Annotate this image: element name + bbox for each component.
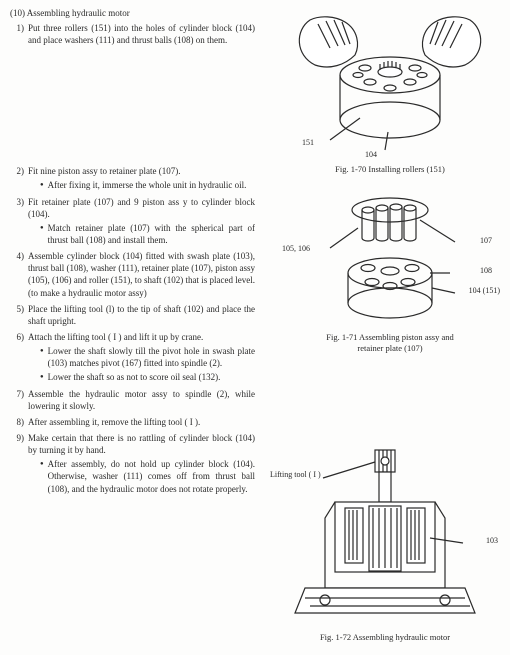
step-num: 4) [10,250,28,299]
step-6: 6)Attach the lifting tool ( I ) and lift… [10,331,255,384]
step-bullet: After fixing it, immerse the whole unit … [28,179,255,191]
step-body: Assemble cylinder block (104) fitted wit… [28,250,255,299]
step-4: 4)Assemble cylinder block (104) fitted w… [10,250,255,299]
step-text: Fit nine piston assy to retainer plate (… [28,165,255,177]
step-8: 8)After assembling it, remove the liftin… [10,416,255,428]
callout-107: 107 [480,236,492,245]
figure-1-70: 151 104 Fig. 1-70 Installing rollers (15… [280,10,500,175]
step-num: 2) [10,165,28,191]
step-bullet: After assembly, do not hold up cylinder … [28,458,255,494]
step-bullet: Match retainer plate (107) with the sphe… [28,222,255,246]
step-num: 7) [10,388,28,412]
step-5: 5)Place the lifting tool (l) to the tip … [10,303,255,327]
figure-1-71: 105, 106 107 108 104 (151) Fig. 1-71 Ass… [280,188,500,354]
step-1: 1) Put three rollers (151) into the hole… [10,22,255,46]
section-num: (10) [10,8,25,18]
step-3: 3)Fit retainer plate (107) and 9 piston … [10,196,255,247]
step-body: Place the lifting tool (l) to the tip of… [28,303,255,327]
section-text: Assembling hydraulic motor [27,8,130,18]
step-body: Assemble the hydraulic motor assy to spi… [28,388,255,412]
step-num: 8) [10,416,28,428]
fig-caption-1-70: Fig. 1-70 Installing rollers (151) [280,164,500,175]
callout-108: 108 [480,266,492,275]
step-text: After assembling it, remove the lifting … [28,416,255,428]
step-bullet: Lower the shaft so as not to score oil s… [28,371,255,383]
step-text: Fit retainer plate (107) and 9 piston as… [28,196,255,220]
step-num: 3) [10,196,28,247]
step-num: 5) [10,303,28,327]
fig-caption-1-72: Fig. 1-72 Assembling hydraulic motor [270,632,500,643]
callout-103: 103 [486,536,498,545]
step-7: 7)Assemble the hydraulic motor assy to s… [10,388,255,412]
step-text: Assemble cylinder block (104) fitted wit… [28,250,255,299]
step-body: After assembling it, remove the lifting … [28,416,255,428]
callout-104-151: 104 (151) [469,286,500,295]
step-bullet: Lower the shaft slowly till the pivot ho… [28,345,255,369]
step-num: 6) [10,331,28,384]
step-num: 9) [10,432,28,495]
step-text: Assemble the hydraulic motor assy to spi… [28,388,255,412]
figure-1-72: Lifting tool ( I ) 103 Fig. 1-72 Assembl… [270,448,500,643]
step-text: Place the lifting tool (l) to the tip of… [28,303,255,327]
step-body: Make certain that there is no rattling o… [28,432,255,495]
step-body: Fit nine piston assy to retainer plate (… [28,165,255,191]
callout-104: 104 [365,150,377,159]
fig-caption-1-71: Fig. 1-71 Assembling piston assy and ret… [280,332,500,354]
step-num: 1) [10,22,28,46]
step-text: Make certain that there is no rattling o… [28,432,255,456]
step-body: Attach the lifting tool ( I ) and lift i… [28,331,255,384]
step-body: Put three rollers (151) into the holes o… [28,22,255,46]
callout-liftingtool: Lifting tool ( I ) [270,470,321,479]
step-text: Attach the lifting tool ( I ) and lift i… [28,331,255,343]
callout-105-106: 105, 106 [282,244,310,253]
step-9: 9)Make certain that there is no rattling… [10,432,255,495]
callout-151: 151 [302,138,314,147]
step-body: Fit retainer plate (107) and 9 piston as… [28,196,255,247]
step-2: 2)Fit nine piston assy to retainer plate… [10,165,255,191]
